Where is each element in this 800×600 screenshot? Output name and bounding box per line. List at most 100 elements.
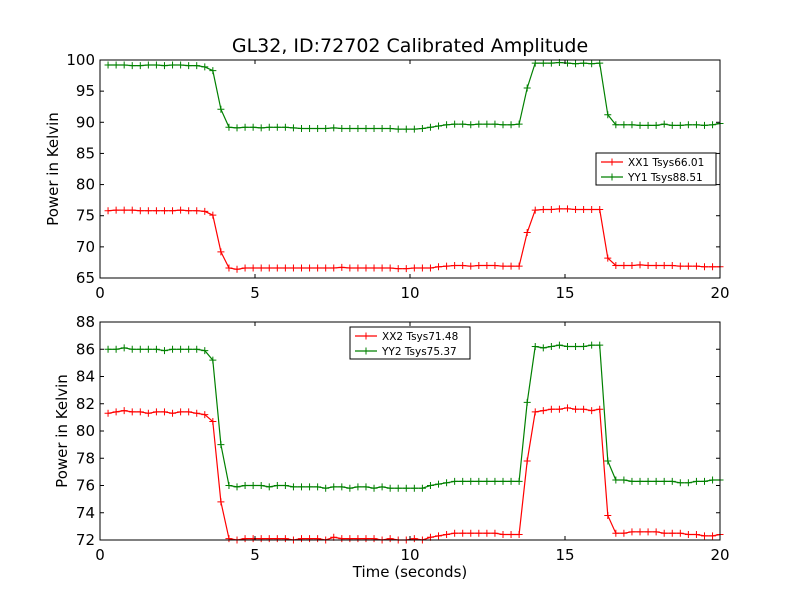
data-point-marker: [177, 345, 185, 353]
data-point-marker: [257, 482, 265, 489]
data-point-marker: [177, 61, 185, 69]
data-point-marker: [233, 124, 241, 132]
data-point-marker: [273, 535, 281, 543]
data-point-marker: [451, 120, 459, 128]
data-point-marker: [177, 206, 185, 214]
top-plot: 0 5 10 15 20 65 70 75 80 85 90 95 100 Power in Kelvin…: [44, 51, 730, 302]
data-point-marker: [265, 123, 273, 131]
data-point-marker: [580, 59, 588, 67]
data-point-marker: [652, 528, 660, 536]
data-point-marker: [668, 262, 676, 270]
data-point-marker: [588, 205, 596, 213]
data-point-marker: [531, 343, 539, 351]
data-point-marker: [120, 407, 128, 415]
data-point-marker: [572, 205, 580, 213]
data-point-marker: [136, 408, 144, 416]
data-point-marker: [193, 62, 201, 70]
data-point-marker: [169, 207, 177, 215]
data-point-marker: [306, 483, 314, 491]
data-point-marker: [547, 343, 555, 351]
data-point-marker: [370, 125, 378, 133]
data-point-marker: [370, 264, 378, 272]
data-point-marker: [402, 125, 410, 133]
chart-title: GL32, ID:72702 Calibrated Amplitude: [232, 35, 588, 57]
data-point-marker: [306, 125, 314, 133]
data-point-marker: [475, 120, 483, 128]
data-point-marker: [128, 206, 136, 214]
data-point-marker: [660, 262, 668, 270]
y-tick-label: 84: [76, 368, 95, 386]
data-point-marker: [418, 484, 426, 492]
data-point-marker: [636, 121, 644, 129]
data-point-marker: [523, 229, 531, 237]
data-point-marker: [209, 211, 217, 219]
data-point-marker: [298, 264, 305, 272]
data-point-marker: [515, 120, 523, 128]
data-point-marker: [451, 529, 459, 537]
data-point-marker: [273, 264, 281, 272]
data-point-marker: [604, 254, 612, 262]
data-point-marker: [378, 125, 386, 133]
data-point-marker: [467, 529, 475, 537]
data-point-marker: [523, 84, 531, 92]
data-point-marker: [386, 264, 394, 272]
data-point-marker: [628, 528, 636, 536]
y-tick-label: 95: [76, 82, 95, 100]
data-point-marker: [378, 264, 386, 272]
data-point-marker: [265, 483, 273, 491]
y-tick-label: 80: [76, 422, 95, 440]
data-point-marker: [668, 477, 676, 485]
data-point-marker: [120, 206, 128, 214]
data-point-marker: [443, 121, 451, 129]
data-point-marker: [483, 262, 491, 270]
data-point-marker: [475, 529, 483, 537]
x-tick-label: 20: [710, 284, 729, 302]
data-point-marker: [112, 206, 120, 214]
data-point-marker: [644, 262, 652, 270]
data-point-marker: [612, 476, 620, 484]
data-point-marker: [152, 207, 160, 215]
data-point-marker: [644, 121, 652, 129]
legend-marker: [608, 158, 616, 166]
data-point-marker: [531, 408, 539, 416]
data-point-marker: [491, 120, 499, 128]
data-point-marker: [112, 408, 120, 416]
data-point-marker: [354, 483, 362, 491]
data-point-marker: [676, 529, 684, 537]
data-point-marker: [104, 61, 112, 69]
data-point-marker: [289, 264, 297, 272]
data-point-marker: [394, 125, 402, 133]
data-point-marker: [709, 476, 717, 484]
data-point-marker: [636, 528, 644, 536]
data-point-marker: [563, 205, 571, 213]
data-point-marker: [338, 483, 346, 491]
legend-marker: [608, 173, 616, 181]
data-point-marker: [201, 207, 209, 215]
data-point-marker: [628, 477, 636, 485]
data-point-marker: [241, 264, 249, 272]
y-tick-label: 70: [76, 238, 95, 256]
data-point-marker: [225, 482, 233, 489]
data-point-marker: [652, 477, 660, 485]
data-point-marker: [692, 121, 700, 129]
data-point-marker: [152, 408, 160, 416]
data-point-marker: [491, 262, 499, 270]
data-point-marker: [273, 123, 281, 131]
x-axis-label: Time (seconds): [352, 563, 468, 581]
data-point-marker: [193, 409, 201, 417]
data-point-marker: [539, 344, 547, 352]
legend: XX2 Tsys71.48 YY2 Tsys75.37: [349, 326, 471, 360]
data-point-marker: [378, 483, 386, 491]
data-point-marker: [596, 205, 604, 213]
data-point-marker: [580, 205, 588, 213]
y-axis-label: Power in Kelvin: [44, 112, 62, 226]
data-point-marker: [515, 477, 523, 485]
data-point-marker: [346, 484, 354, 492]
data-point-marker: [572, 60, 580, 68]
y-tick-label: 90: [76, 113, 95, 131]
data-point-marker: [249, 264, 257, 272]
data-point-marker: [620, 262, 628, 270]
data-point-marker: [362, 125, 370, 133]
